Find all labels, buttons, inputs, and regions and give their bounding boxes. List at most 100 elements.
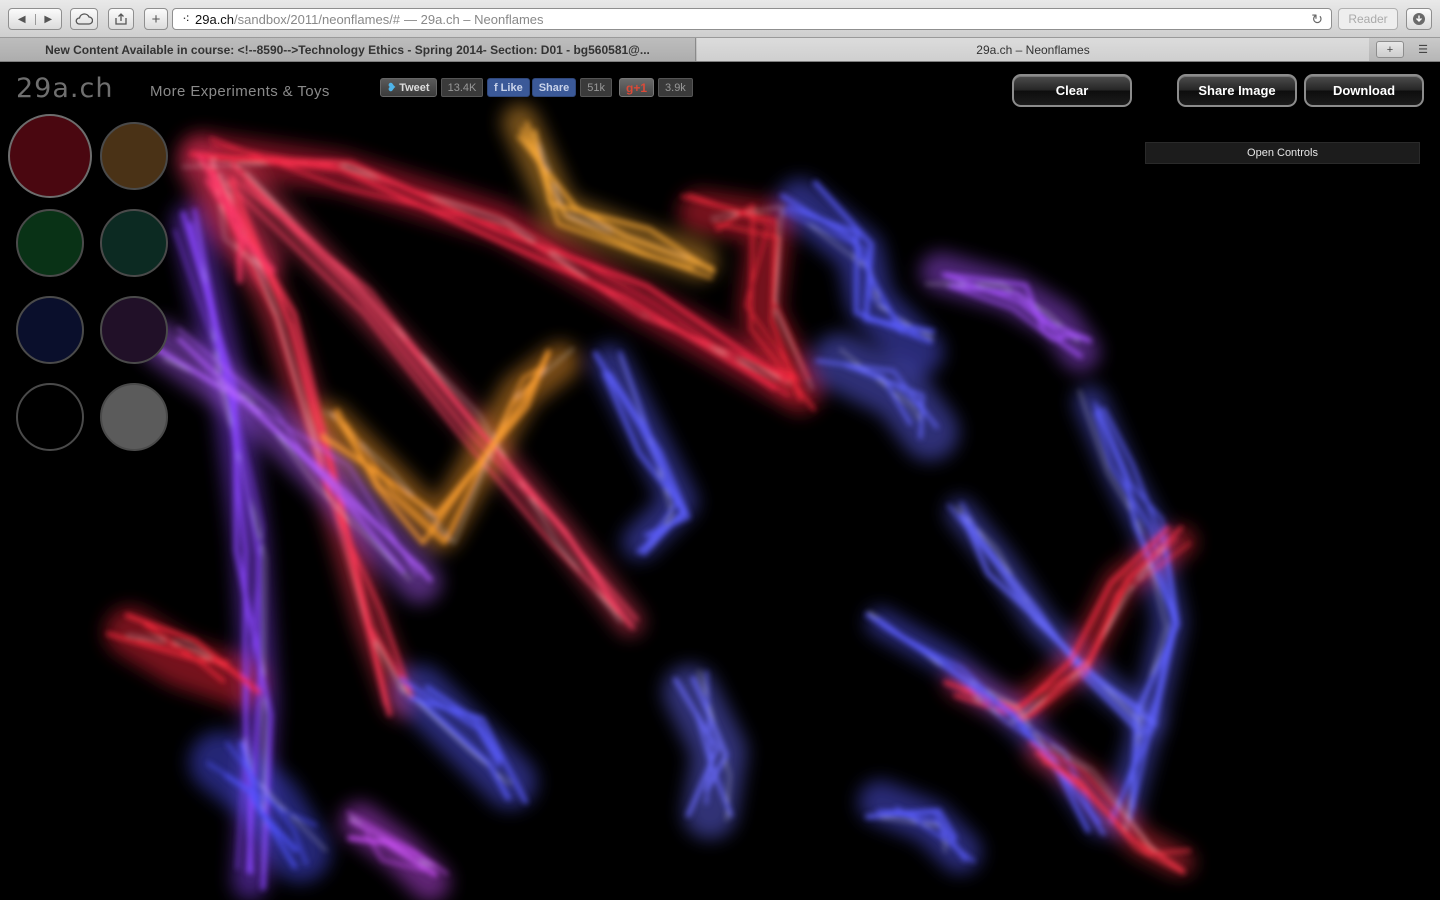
site-favicon-icon: ⁖ [182,11,190,26]
flame-strand [348,818,437,868]
new-tab-button[interactable]: + [1376,41,1404,58]
flame-strand [211,182,411,692]
swatch-navy[interactable] [16,296,84,364]
flame-strand [857,368,927,415]
share-icon [115,13,127,25]
flame-strand [424,685,503,762]
url-page-title: — 29a.ch – Neonflames [404,11,544,27]
tab-overview-button[interactable]: ☰ [1410,41,1436,58]
flame-strand [138,336,433,582]
gplus-widget: g+1 3.9k [619,78,693,97]
flame-strand [593,351,685,556]
flame-strand [346,811,449,875]
fb-share-button[interactable]: Share [531,78,577,97]
flame-glow-stroke [393,665,537,809]
swatch-black[interactable] [16,383,84,451]
icloud-button[interactable] [70,8,98,30]
flame-strand [331,367,546,545]
downloads-button[interactable] [1406,8,1432,30]
flame-strand [532,129,716,274]
download-icon [1413,13,1425,25]
browser-toolbar: ◀ ▶ + ⁖ 29a.ch /sandbox/2011/neonflames/… [0,0,1440,38]
flame-strand [1101,407,1178,824]
swatch-gray[interactable] [100,383,168,451]
tab-course-notification[interactable]: New Content Available in course: <!--859… [0,38,696,61]
twitter-bird-icon: ❥ [387,82,397,94]
open-controls-button[interactable]: Open Controls [1145,142,1420,164]
tab-neonflames[interactable]: 29a.ch – Neonflames [697,38,1369,61]
address-bar[interactable]: ⁖ 29a.ch /sandbox/2011/neonflames/# — 29… [172,8,1332,30]
flame-strand [1029,742,1186,872]
flame-strand [414,695,511,801]
flame-strand [785,205,933,344]
more-experiments-link[interactable]: More Experiments & Toys [150,83,330,100]
flame-strand [196,153,243,284]
flame-strand [106,631,230,665]
flame-strand [229,191,387,707]
url-path: /sandbox/2011/neonflames/# [234,11,401,27]
flame-strand [229,175,639,622]
flame-strand [244,180,635,630]
flame-strand [143,622,226,683]
flame-strand [704,670,713,805]
flame-strand [712,221,810,380]
flame-strand [525,121,695,270]
flame-strand [205,178,276,273]
flame-strand [865,808,958,841]
share-image-button[interactable]: Share Image [1177,74,1297,107]
facebook-widget: f Like Share 51k [487,78,613,97]
add-bookmark-button[interactable]: + [144,8,168,30]
tweet-button[interactable]: ❥ Tweet [380,78,437,97]
gplus-count: 3.9k [658,78,693,97]
cloud-icon [75,13,93,25]
reader-button[interactable]: Reader [1338,8,1398,30]
swatch-dark-teal[interactable] [100,209,168,277]
download-button[interactable]: Download [1304,74,1424,107]
flame-strand [815,359,939,429]
plus-icon: + [1386,43,1394,56]
flame-strand [947,504,1152,736]
flame-strand [399,677,502,767]
neonflames-page: 29a.ch More Experiments & Toys ❥ Tweet 13… [0,62,1440,900]
back-icon[interactable]: ◀ [17,13,26,25]
flame-strand [715,204,816,411]
flame-strand [944,272,1083,359]
clear-button[interactable]: Clear [1012,74,1132,107]
site-logo[interactable]: 29a.ch [16,73,114,104]
flame-strand [347,835,438,877]
drawing-canvas[interactable] [0,62,1440,900]
flame-strand [320,349,551,518]
flame-strand [136,639,249,682]
swatch-brown[interactable] [100,122,168,190]
back-forward-buttons[interactable]: ◀ ▶ [8,8,62,30]
flame-strand [1041,760,1186,875]
flame-glow-stroke [811,333,959,461]
forward-icon[interactable]: ▶ [34,13,62,25]
reload-icon[interactable]: ↻ [1311,11,1323,27]
like-button[interactable]: f Like [487,78,530,97]
flame-strand [210,145,790,397]
swatch-red[interactable] [8,114,92,198]
tweet-widget: ❥ Tweet 13.4K [380,78,484,97]
facebook-icon: f [494,81,498,94]
tab-bar: New Content Available in course: <!--859… [0,38,1440,62]
facebook-count: 51k [580,78,613,97]
swatch-green[interactable] [16,209,84,277]
flame-strand [189,151,777,391]
flame-strand [618,351,678,545]
flame-strand [680,194,802,402]
url-host: 29a.ch [195,11,235,27]
flame-strand [180,211,273,891]
flame-strand [953,526,1183,721]
flame-strand [673,677,720,818]
gplus-button[interactable]: g+1 [619,78,655,97]
flame-strand [960,513,1158,727]
flame-glow-stroke [663,665,747,839]
grid-icon: ☰ [1418,44,1428,56]
tweet-label: Tweet [399,81,430,94]
share-button[interactable] [108,8,134,30]
like-label: Like [500,81,523,94]
tweet-count: 13.4K [440,78,484,97]
swatch-purple[interactable] [100,296,168,364]
flame-strand [224,773,297,869]
